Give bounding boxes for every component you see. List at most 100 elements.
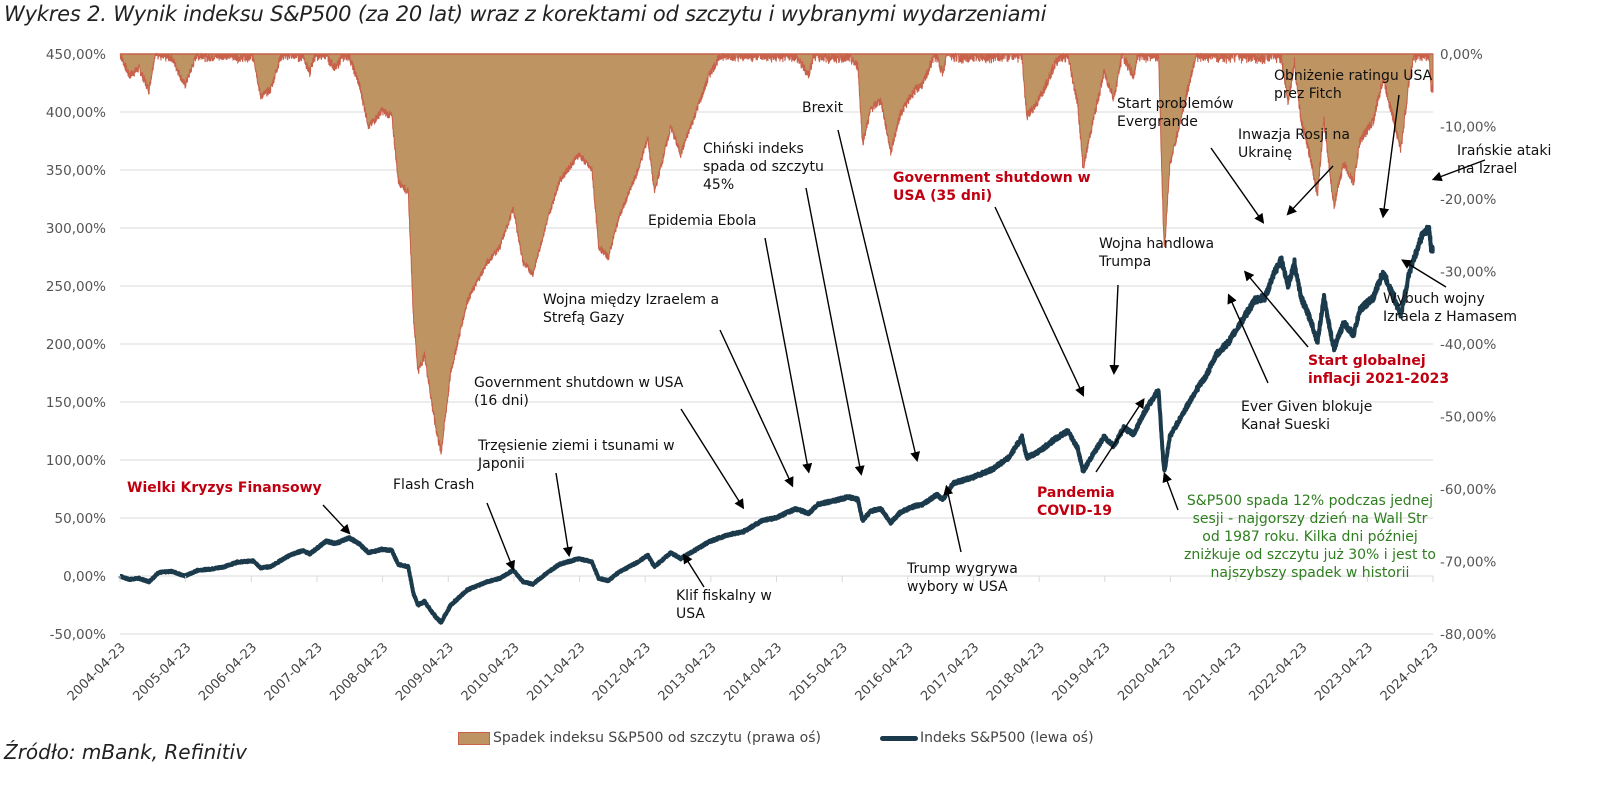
left-tick-label: 100,00% [46,453,106,469]
annotation: Government shutdown w USA (16 dni) [474,375,745,510]
annotation: Inwazja Rosji na Ukrainę [1238,127,1350,216]
annotation-arrow [805,187,865,476]
left-axis: -50,00% 0,00% 50,00% 100,00% 150,00% 200,00% 2… [46,47,106,643]
x-tick-label: 2018-04-23 [984,640,1048,704]
left-tick-label: 400,00% [46,105,106,121]
annotation-arrow [1210,147,1265,224]
annotation-text: wybory w USA [907,579,1008,595]
x-tick-label: 2024-04-23 [1378,640,1442,704]
x-tick-label: 2015-04-23 [787,640,851,704]
annotation: Irańskie ataki na Izrael [1431,143,1551,182]
annotation: Pandemia COVID-19 [1037,398,1145,519]
annotation: Wybuch wojny Izraela z Hamasem [1383,259,1517,325]
drawdown-area-layer [119,52,1434,455]
drawdown-area [119,52,1434,455]
annotation-text: USA (35 dni) [893,188,992,204]
annotation-arrow [1243,270,1309,348]
annotation-text: Kanał Sueski [1241,417,1330,433]
index-line [118,224,1435,625]
annotation: Obniżenie ratingu USA prez Fitch [1274,68,1433,219]
x-tick-label: 2022-04-23 [1246,640,1310,704]
annotation-arrow [719,329,794,488]
annotation: Klif fiskalny w USA [676,553,772,622]
annotation-text: Ever Given blokuje [1241,399,1372,415]
annotation-text: Irańskie ataki [1457,143,1551,159]
annotation-text: S&P500 spada 12% podczas jednej [1187,493,1433,509]
left-tick-label: 250,00% [46,279,106,295]
left-tick-label: 350,00% [46,163,106,179]
x-tick-label: 2023-04-23 [1312,640,1376,704]
right-tick-label: -80,00% [1440,627,1497,643]
x-tick-label: 2008-04-23 [327,640,391,704]
annotation-text: najszybszy spadek w historii [1211,565,1410,581]
annotation: Ever Given blokuje Kanał Sueski [1227,293,1372,433]
annotation-text: Trumpa [1098,254,1151,270]
annotation-arrow [764,237,813,474]
annotation-text: Ukrainę [1238,145,1292,161]
right-tick-label: -10,00% [1440,120,1497,136]
annotation-text: Trump wygrywa [906,561,1018,577]
annotation-text: Epidemia Ebola [648,213,756,229]
source-note: Źródło: mBank, Refinitiv [4,740,247,764]
annotation-text: Strefą Gazy [543,310,624,326]
x-tick-label: 2011-04-23 [524,640,588,704]
chart-title: Wykres 2. Wynik indeksu S&P500 (za 20 la… [4,2,1047,26]
annotation: Government shutdown w USA (35 dni) [893,170,1091,397]
annotation: Chiński indeks spada od szczytu 45% [703,141,865,476]
right-tick-label: 0,00% [1440,47,1483,63]
annotation-arrow [680,408,745,510]
right-tick-label: -70,00% [1440,555,1497,571]
x-tick-label: 2016-04-23 [853,640,917,704]
left-tick-label: -50,00% [50,627,107,643]
annotation-text: Government shutdown w [893,170,1091,186]
annotation-text: Obniżenie ratingu USA [1274,68,1433,84]
x-tick-label: 2019-04-23 [1050,640,1114,704]
left-tick-label: 50,00% [55,511,107,527]
annotation-arrow [486,502,515,571]
x-tick-label: 2021-04-23 [1181,640,1245,704]
left-tick-label: 0,00% [63,569,106,585]
right-tick-label: -40,00% [1440,337,1497,353]
annotation-text: sesji - najgorszy dzień na Wall Str [1193,511,1428,527]
annotation-arrow [943,484,962,553]
legend-item-drawdown: Spadek indeksu S&P500 od szczytu (prawa … [458,730,821,746]
x-tick-label: 2014-04-23 [721,640,785,704]
annotation-text: na Izrael [1457,161,1517,177]
annotation-text: Wojna między Izraelem a [543,292,719,308]
annotation-text: Pandemia [1037,485,1115,501]
annotation-text: Wojna handlowa [1099,236,1214,252]
annotation: Start problemów Evergrande [1117,96,1265,224]
annotation-arrow [1227,293,1269,384]
annotation: Brexit [802,100,920,462]
right-tick-label: -60,00% [1440,482,1497,498]
legend-item-index: Indeks S&P500 (lewa oś) [880,730,1094,746]
annotation-arrow [837,129,920,462]
annotation-text: Japonii [477,456,525,472]
annotation-text: zniżkuje od szczytu już 30% i jest to [1184,547,1436,563]
annotation-arrow [555,472,573,558]
annotation-text: Start problemów [1117,96,1234,112]
annotation-text: inflacji 2021-2023 [1308,371,1449,387]
annotation-arrow [1109,284,1120,375]
annotation-arrow [1095,398,1145,473]
annotation-text: Klif fiskalny w [676,588,772,604]
left-tick-label: 300,00% [46,221,106,237]
annotations: Wielki Kryzys Finansowy Flash CrashTrzęsi… [127,68,1551,622]
legend-swatch-area [458,731,490,745]
annotation-arrow [1162,472,1179,511]
annotation-text: Start globalnej [1308,353,1426,369]
x-tick-label: 2009-04-23 [393,640,457,704]
annotation-text: Izraela z Hamasem [1383,309,1517,325]
annotation-text: COVID-19 [1037,503,1112,519]
index-line-layer [118,224,1435,625]
annotation-text: (16 dni) [474,393,529,409]
annotation: Epidemia Ebola [648,213,813,474]
right-tick-label: -30,00% [1440,265,1497,281]
annotation-text: Evergrande [1117,114,1198,130]
x-tick-label: 2013-04-23 [656,640,720,704]
annotation: S&P500 spada 12% podczas jednej sesji - n… [1162,472,1436,581]
annotation-text: od 1987 roku. Kilka dni później [1202,529,1417,545]
annotation-text: Wielki Kryzys Finansowy [127,480,322,496]
x-tick-label: 2007-04-23 [262,640,326,704]
